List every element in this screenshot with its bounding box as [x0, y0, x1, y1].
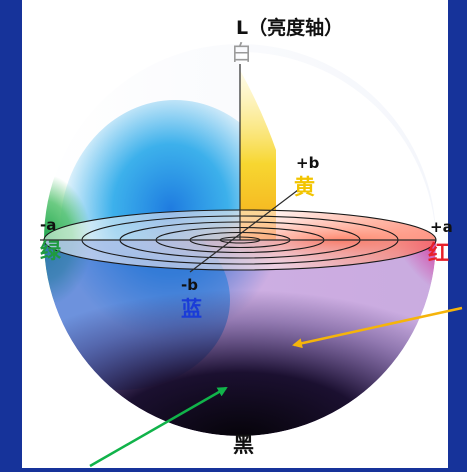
yellow-cut-face: [240, 70, 276, 240]
minus-a-label: -a: [40, 216, 56, 234]
minus-b-label: -b: [181, 276, 198, 294]
green-label: 绿: [40, 239, 62, 263]
plus-a-label: +a: [430, 218, 453, 236]
b-axis-line: [189, 189, 299, 273]
red-label: 红: [428, 241, 449, 265]
green-pointer-arrow: [89, 386, 228, 468]
plus-b-label: +b: [296, 154, 320, 172]
white-label: 白: [231, 41, 252, 65]
axes: [40, 64, 436, 273]
cut-away-quarter: [240, 51, 436, 240]
l-axis-title: L（亮度轴）: [236, 16, 343, 39]
orange-pointer-arrow: [292, 306, 463, 349]
blue-label: 蓝: [181, 297, 202, 321]
yellow-label: 黄: [294, 175, 315, 199]
black-label: 黑: [233, 433, 254, 457]
